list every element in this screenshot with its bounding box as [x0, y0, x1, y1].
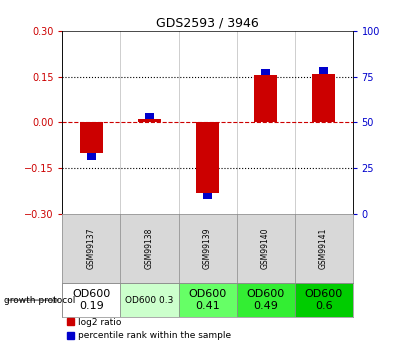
- Text: GSM99140: GSM99140: [261, 228, 270, 269]
- Bar: [295, 283, 353, 317]
- Bar: [203, 193, 212, 199]
- Title: GDS2593 / 3946: GDS2593 / 3946: [156, 17, 259, 30]
- Text: OD600
0.49: OD600 0.49: [247, 289, 285, 311]
- Text: growth protocol: growth protocol: [4, 296, 75, 305]
- Bar: [80, 122, 103, 153]
- Bar: [138, 119, 161, 122]
- Bar: [62, 283, 120, 317]
- Bar: [145, 113, 154, 119]
- Bar: [179, 283, 237, 317]
- Text: GSM99141: GSM99141: [319, 228, 328, 269]
- Legend: log2 ratio, percentile rank within the sample: log2 ratio, percentile rank within the s…: [67, 318, 231, 341]
- Bar: [87, 153, 96, 160]
- Text: GSM99139: GSM99139: [203, 228, 212, 269]
- Text: OD600 0.3: OD600 0.3: [125, 296, 174, 305]
- Text: OD600
0.6: OD600 0.6: [305, 289, 343, 311]
- Bar: [237, 283, 295, 317]
- Text: OD600
0.41: OD600 0.41: [189, 289, 226, 311]
- Bar: [120, 283, 179, 317]
- Bar: [261, 69, 270, 75]
- Bar: [312, 74, 335, 122]
- Bar: [196, 122, 219, 193]
- Bar: [254, 75, 277, 122]
- Text: GSM99138: GSM99138: [145, 228, 154, 269]
- Text: GSM99137: GSM99137: [87, 228, 96, 269]
- Text: OD600
0.19: OD600 0.19: [73, 289, 110, 311]
- Bar: [319, 67, 328, 74]
